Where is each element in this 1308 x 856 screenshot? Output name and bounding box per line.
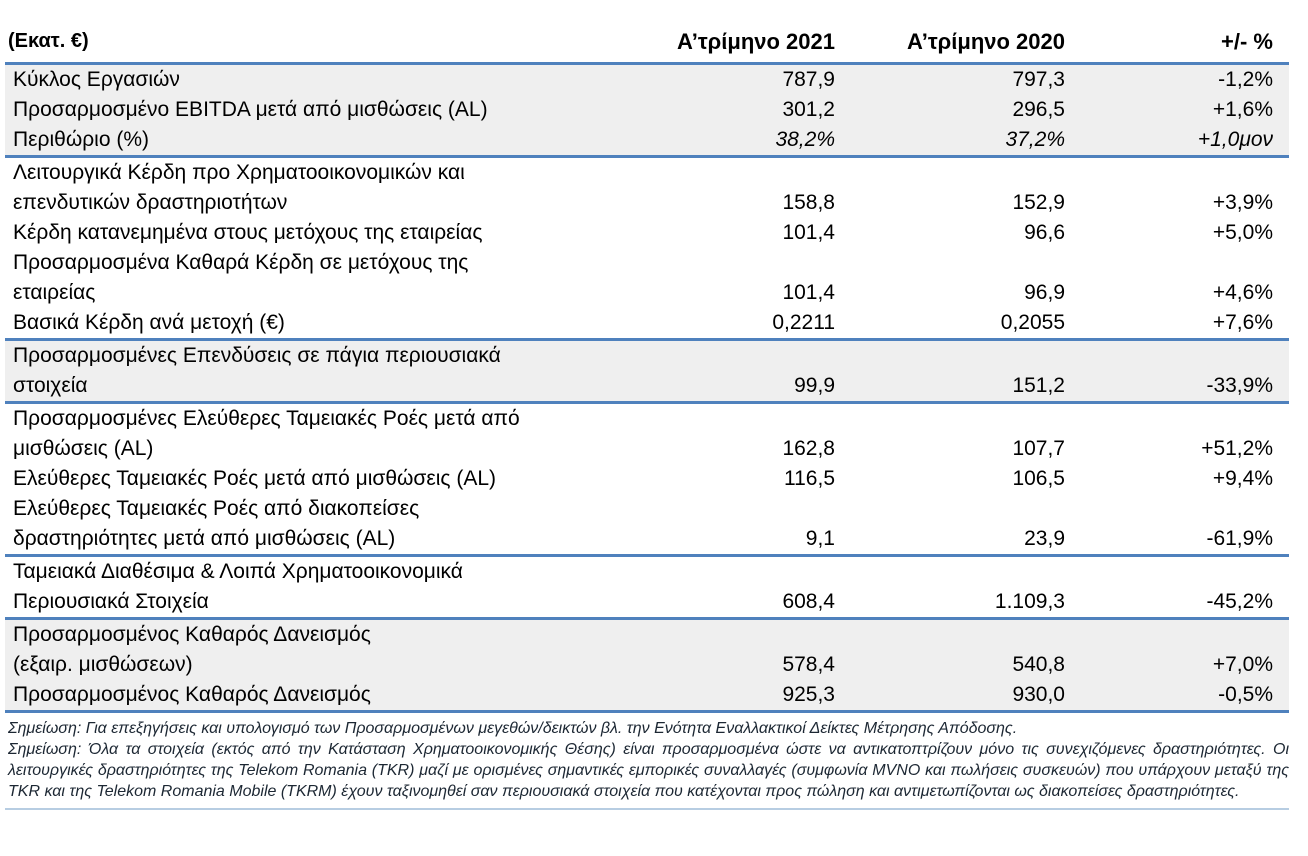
- row-label: Βασικά Κέρδη ανά μετοχή (€): [13, 311, 285, 334]
- value-change: -61,9%: [1206, 527, 1273, 550]
- table-row: Κέρδη κατανεμημένα στους μετόχους της ετ…: [5, 218, 1289, 248]
- row-label: Προσαρμοσμένος Καθαρός Δανεισμός: [13, 683, 371, 706]
- value-change: +5,0%: [1212, 221, 1273, 244]
- value-2020: 1.109,3: [840, 554, 1070, 619]
- value-2020: 96,9: [1024, 281, 1065, 304]
- row-label: Προσαρμοσμένες Επενδύσεις σε πάγια περιο…: [5, 338, 625, 403]
- column-header-change: +/- %: [1221, 29, 1273, 54]
- table-row: Προσαρμοσμένες Ελεύθερες Ταμειακές Ροές …: [5, 401, 1289, 464]
- value-change: +4,6%: [1212, 281, 1273, 304]
- value-change: +3,9%: [1070, 155, 1289, 218]
- unit-label: (Εκατ. €): [8, 30, 89, 52]
- value-2021: 608,4: [625, 554, 840, 619]
- value-2021: 38,2%: [775, 128, 835, 151]
- value-2021: 158,8: [625, 155, 840, 218]
- table-row: Ταμειακά Διαθέσιμα & Λοιπά Χρηματοοικονο…: [5, 554, 1289, 619]
- value-change: +1,0μον: [1197, 128, 1273, 151]
- column-header-q1-2020: Α’τρίμηνο 2020: [907, 29, 1065, 54]
- table-row: Κύκλος Εργασιών 787,9 797,3 -1,2%: [5, 62, 1289, 95]
- value-change: -0,5%: [1218, 683, 1273, 706]
- row-label: Προσαρμοσμένα Καθαρά Κέρδη σε μετόχους τ…: [13, 251, 469, 304]
- group-capex: Προσαρμοσμένες Επενδύσεις σε πάγια περιο…: [5, 338, 1289, 403]
- table-row: Βασικά Κέρδη ανά μετοχή (€) 0,2211 0,205…: [5, 308, 1289, 340]
- value-2021: 101,4: [782, 221, 835, 244]
- column-header-q1-2021: Α’τρίμηνο 2021: [677, 29, 835, 54]
- footnote-1: Σημείωση: Για επεξηγήσεις και υπολογισμό…: [8, 720, 1018, 737]
- table-header: (Εκατ. €) Α’τρίμηνο 2021 Α’τρίμηνο 2020 …: [5, 28, 1289, 64]
- value-2020: 106,5: [1012, 467, 1065, 490]
- group-net-debt: Προσαρμοσμένος Καθαρός Δανεισμός (εξαιρ.…: [5, 617, 1289, 712]
- table-row: Ελεύθερες Ταμειακές Ροές μετά από μισθώσ…: [5, 464, 1289, 494]
- value-2020: 96,6: [1024, 221, 1065, 244]
- value-change: -33,9%: [1070, 338, 1289, 403]
- value-2020: 107,7: [840, 401, 1070, 464]
- group-cash: Ταμειακά Διαθέσιμα & Λοιπά Χρηματοοικονο…: [5, 554, 1289, 619]
- value-2021: 99,9: [625, 338, 840, 403]
- value-2021: 9,1: [805, 527, 835, 550]
- table-row: Προσαρμοσμένες Επενδύσεις σε πάγια περιο…: [5, 338, 1289, 403]
- value-2020: 152,9: [840, 155, 1070, 218]
- table-row: Περιθώριο (%) 38,2% 37,2% +1,0μον: [5, 125, 1289, 157]
- value-change: -1,2%: [1070, 62, 1289, 95]
- value-2021: 162,8: [625, 401, 840, 464]
- value-2021: 787,9: [625, 62, 840, 95]
- value-2020: 296,5: [1012, 98, 1065, 121]
- footnote-2-line-3: TKR και της Telekom Romania Mobile (TKRM…: [8, 783, 1240, 800]
- value-2021: 0,2211: [772, 311, 835, 334]
- row-label: Κύκλος Εργασιών: [5, 62, 625, 95]
- footnotes: Σημείωση: Για επεξηγήσεις και υπολογισμό…: [5, 716, 1289, 810]
- value-2020: 930,0: [1012, 683, 1065, 706]
- value-2021: 578,4: [625, 617, 840, 680]
- group-revenue-ebitda: Κύκλος Εργασιών 787,9 797,3 -1,2% Προσαρ…: [5, 62, 1289, 157]
- table-row: Προσαρμοσμένος Καθαρός Δανεισμός 925,3 9…: [5, 680, 1289, 712]
- table-row: Προσαρμοσμένος Καθαρός Δανεισμός (εξαιρ.…: [5, 617, 1289, 680]
- row-label: Κέρδη κατανεμημένα στους μετόχους της ετ…: [13, 221, 483, 244]
- row-label: Ελεύθερες Ταμειακές Ροές μετά από μισθώσ…: [13, 467, 497, 490]
- header-row: (Εκατ. €) Α’τρίμηνο 2021 Α’τρίμηνο 2020 …: [5, 28, 1289, 64]
- value-change: +51,2%: [1070, 401, 1289, 464]
- value-2021: 101,4: [782, 281, 835, 304]
- table-row: Ελεύθερες Ταμειακές Ροές από διακοπείσες…: [5, 494, 1289, 556]
- footnote-2-line-2: λειτουργικές δραστηριότητες της Telekom …: [8, 762, 1289, 779]
- row-label: Ελεύθερες Ταμειακές Ροές από διακοπείσες…: [13, 497, 420, 550]
- value-change: +7,6%: [1212, 311, 1273, 334]
- value-2020: 151,2: [840, 338, 1070, 403]
- value-change: +1,6%: [1212, 98, 1273, 121]
- value-2021: 301,2: [782, 98, 835, 121]
- table-row: Προσαρμοσμένα Καθαρά Κέρδη σε μετόχους τ…: [5, 248, 1289, 308]
- footnote-2-line-1: Σημείωση: Όλα τα στοιχεία (εκτός από την…: [8, 741, 1289, 758]
- table-row: Λειτουργικά Κέρδη προ Χρηματοοικονομικών…: [5, 155, 1289, 218]
- row-label: Ταμειακά Διαθέσιμα & Λοιπά Χρηματοοικονο…: [5, 554, 625, 619]
- financial-results-table: (Εκατ. €) Α’τρίμηνο 2021 Α’τρίμηνο 2020 …: [5, 28, 1289, 713]
- value-2020: 0,2055: [1000, 311, 1065, 334]
- value-2020: 540,8: [840, 617, 1070, 680]
- row-label: Προσαρμοσμένες Ελεύθερες Ταμειακές Ροές …: [5, 401, 625, 464]
- value-2021: 116,5: [784, 467, 835, 490]
- value-change: -45,2%: [1070, 554, 1289, 619]
- value-2021: 925,3: [782, 683, 835, 706]
- value-change: +9,4%: [1212, 467, 1273, 490]
- row-label: Προσαρμοσμένο EBITDA μετά από μισθώσεις …: [13, 98, 488, 121]
- value-2020: 23,9: [1024, 527, 1065, 550]
- group-free-cash-flow: Προσαρμοσμένες Ελεύθερες Ταμειακές Ροές …: [5, 401, 1289, 556]
- value-2020: 797,3: [840, 62, 1070, 95]
- row-label: Περιθώριο (%): [13, 128, 149, 151]
- group-operating-profit: Λειτουργικά Κέρδη προ Χρηματοοικονομικών…: [5, 155, 1289, 340]
- row-label: Προσαρμοσμένος Καθαρός Δανεισμός (εξαιρ.…: [5, 617, 625, 680]
- value-2020: 37,2%: [1005, 128, 1065, 151]
- row-label: Λειτουργικά Κέρδη προ Χρηματοοικονομικών…: [5, 155, 625, 218]
- table-row: Προσαρμοσμένο EBITDA μετά από μισθώσεις …: [5, 95, 1289, 125]
- value-change: +7,0%: [1070, 617, 1289, 680]
